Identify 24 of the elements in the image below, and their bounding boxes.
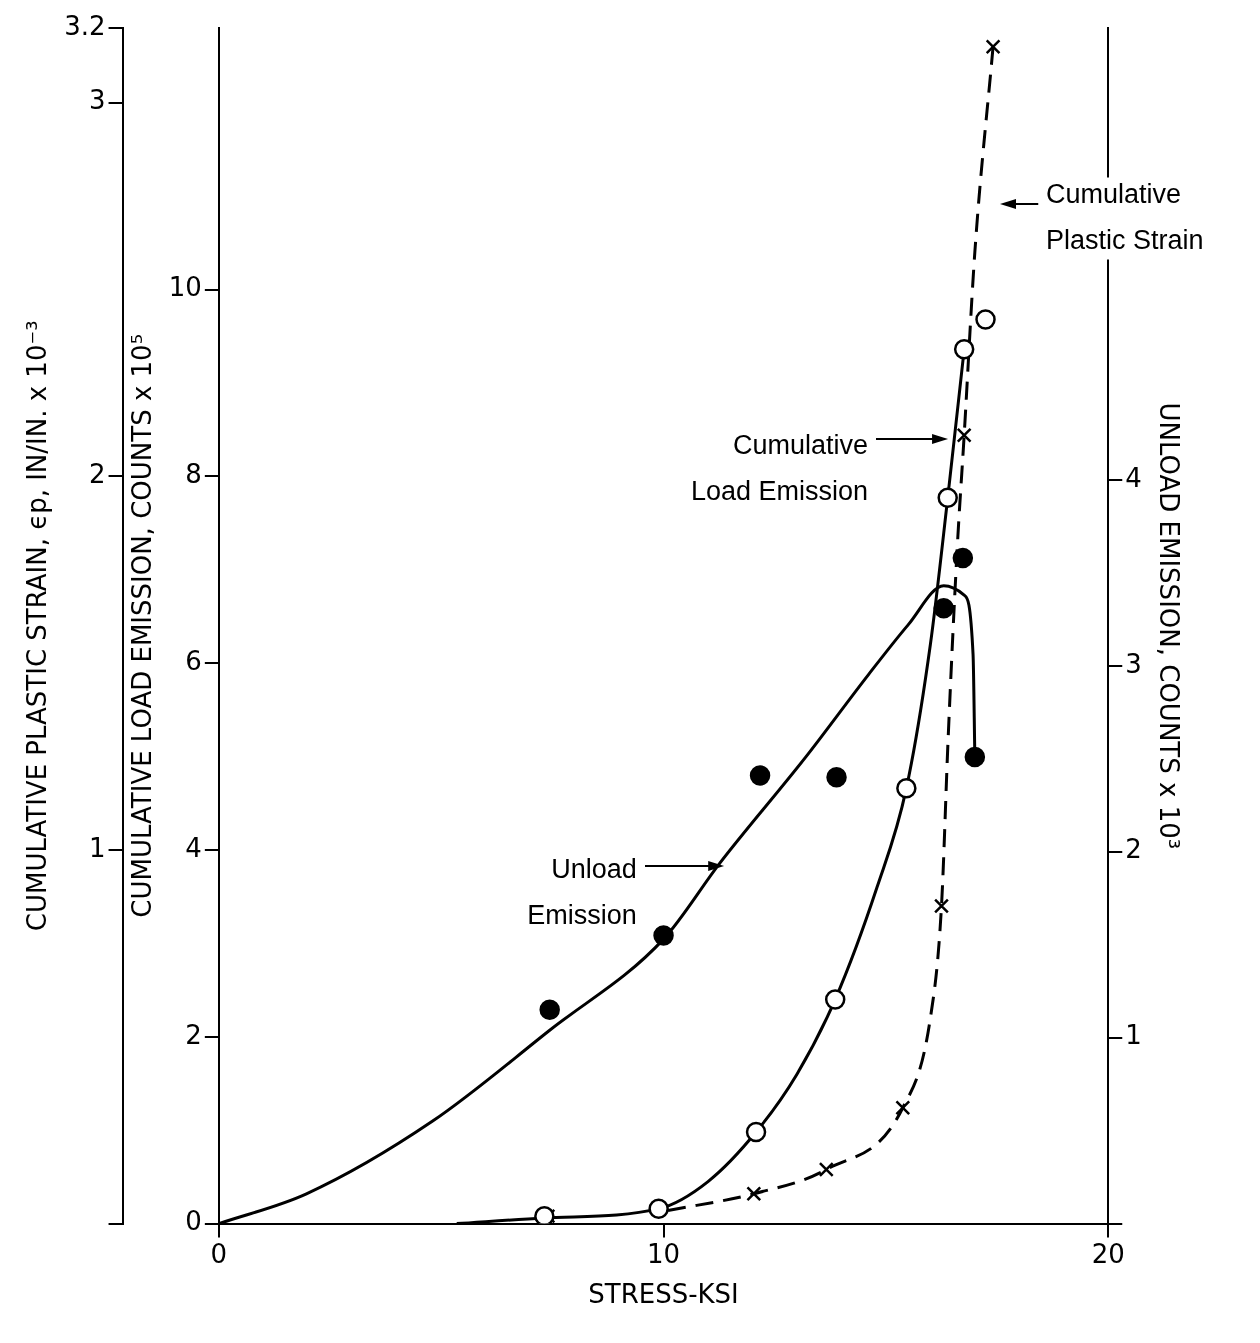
y-tick-label: 2 bbox=[89, 459, 106, 490]
y-axis-title: CUMULATIVE PLASTIC STRAIN, ϵp, IN/IN. x 10⁻³ bbox=[22, 320, 53, 932]
y2-tick-label: 0 bbox=[185, 1206, 202, 1237]
y2-tick-label: 10 bbox=[168, 272, 202, 303]
y2-tick-label: 8 bbox=[185, 459, 202, 490]
x-tick-label: 20 bbox=[1091, 1238, 1125, 1269]
y2-tick-label: 2 bbox=[185, 1019, 202, 1050]
y3-tick-label: 1 bbox=[1125, 1020, 1142, 1051]
x-tick-label: 0 bbox=[210, 1238, 228, 1269]
y3-tick-label: 4 bbox=[1125, 462, 1142, 493]
y-tick-label: 1 bbox=[89, 832, 106, 863]
y2-axis-title: CUMULATIVE LOAD EMISSION, COUNTS x 10⁵ bbox=[126, 333, 157, 918]
y-tick-label: 3.2 bbox=[64, 10, 106, 41]
y-tick-label: 3 bbox=[89, 85, 106, 116]
annotation: Unload Emission bbox=[527, 854, 637, 931]
x-tick-label: 10 bbox=[647, 1238, 681, 1269]
y3-tick-label: 2 bbox=[1125, 834, 1142, 865]
y2-tick-label: 6 bbox=[185, 645, 202, 676]
annotation: Cumulative Plastic Strain bbox=[1046, 178, 1204, 255]
y3-tick-label: 3 bbox=[1125, 648, 1142, 679]
annotation: Cumulative Load Emission bbox=[691, 429, 869, 506]
y2-tick-label: 4 bbox=[185, 832, 202, 863]
x-axis-title: STRESS-KSI bbox=[588, 1279, 739, 1310]
y3-axis-title: UNLOAD EMISSION, COUNTS x 10³ bbox=[1153, 402, 1184, 850]
